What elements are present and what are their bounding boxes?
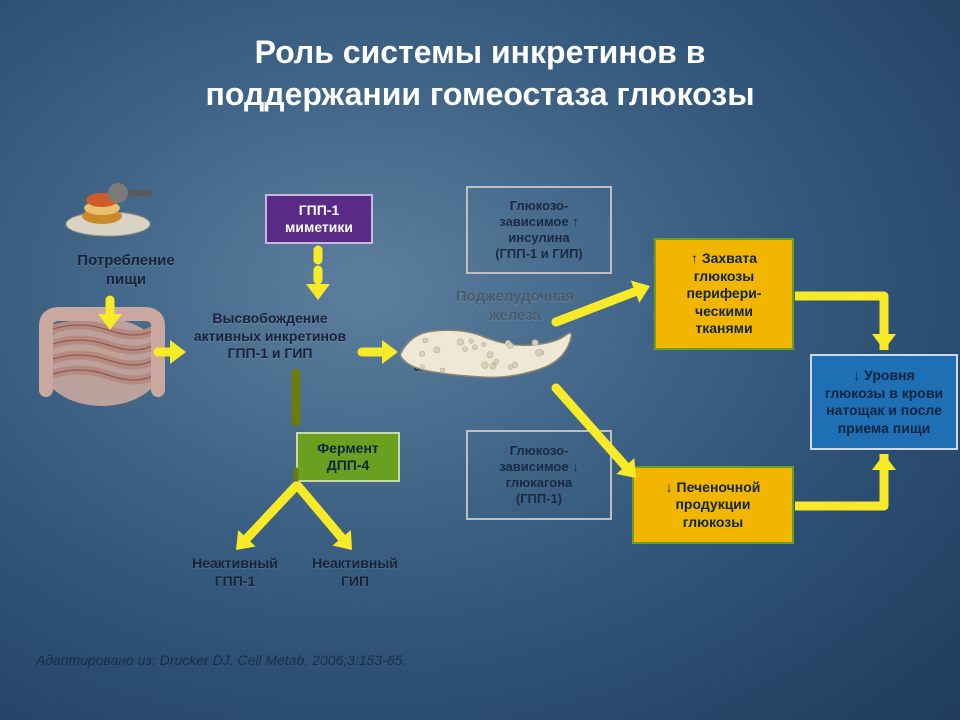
box-glucagon-effect: Глюкозо-зависимое ↓глюкагона(ГПП-1)	[466, 430, 612, 520]
label-inactive-gip: НеактивныйГИП	[300, 555, 410, 590]
slide-title-line1: Роль системы инкретинов в	[0, 34, 960, 71]
box-blood-glucose: ↓ Уровняглюкозы в кровинатощак и послепр…	[810, 354, 958, 450]
box-glp1-mimetics: ГПП-1миметики	[265, 194, 373, 244]
label-cells: β-клеткиα-клетки	[388, 340, 498, 375]
box-insulin-effect: Глюкозо-зависимое ↑инсулина(ГПП-1 и ГИП)	[466, 186, 612, 274]
label-gi-tract: ЖК-тракт	[36, 345, 146, 364]
label-inactive-glp1: НеактивныйГПП-1	[180, 555, 290, 590]
box-dpp4-enzyme: ФерментДПП-4	[296, 432, 400, 482]
box-hepatic-output: ↓ Печеночнойпродукцииглюкозы	[632, 466, 794, 544]
label-pancreas: Поджелудочнаяжелеза	[430, 288, 600, 326]
label-food-intake: Потреблениепищи	[56, 252, 196, 290]
slide-title-line2: поддержании гомеостаза глюкозы	[0, 76, 960, 113]
slide-stage: Роль системы инкретинов в поддержании го…	[0, 0, 960, 720]
citation-footer: Адаптировано из: Drucker DJ. Cell Metab.…	[36, 652, 406, 668]
label-incretin-release: Высвобождениеактивных инкретиновГПП-1 и …	[160, 310, 380, 363]
box-glucose-uptake: ↑ Захватаглюкозыперифери-ческимитканями	[654, 238, 794, 350]
